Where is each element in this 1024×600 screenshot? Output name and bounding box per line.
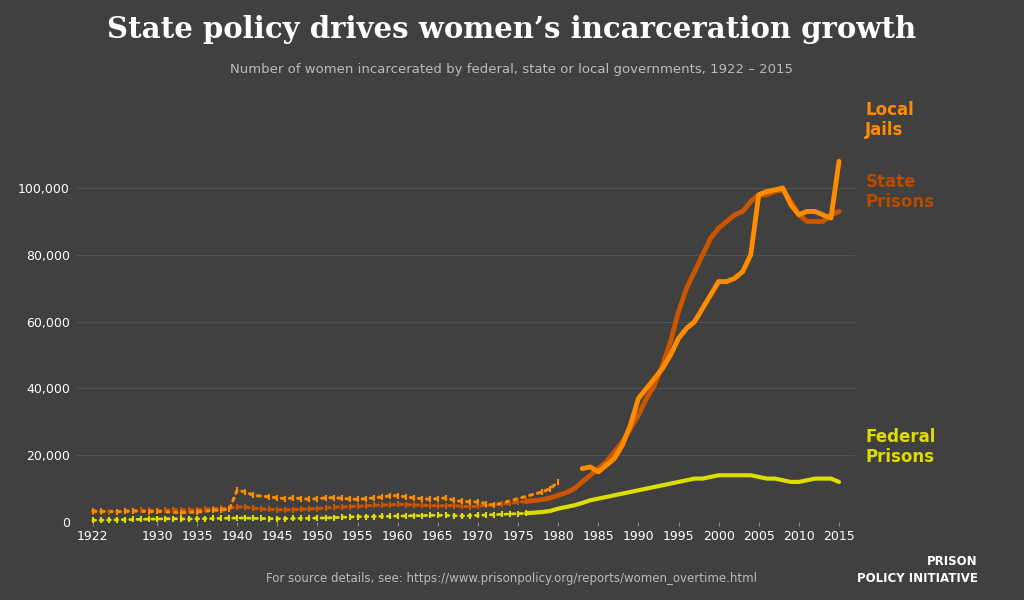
Text: State policy drives women’s incarceration growth: State policy drives women’s incarceratio…: [108, 15, 916, 44]
Text: Number of women incarcerated by federal, state or local governments, 1922 – 2015: Number of women incarcerated by federal,…: [230, 63, 794, 76]
Text: PRISON
POLICY INITIATIVE: PRISON POLICY INITIATIVE: [857, 555, 978, 585]
Text: For source details, see: https://www.prisonpolicy.org/reports/women_overtime.htm: For source details, see: https://www.pri…: [266, 572, 758, 585]
Text: State
Prisons: State Prisons: [865, 173, 934, 211]
Text: Local
Jails: Local Jails: [865, 101, 914, 139]
Text: Federal
Prisons: Federal Prisons: [865, 428, 936, 466]
